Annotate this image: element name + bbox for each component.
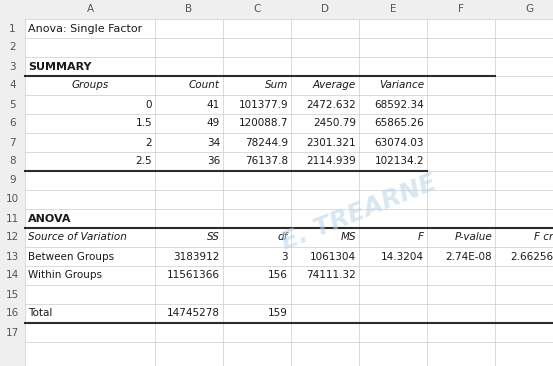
Text: 12: 12 <box>6 232 19 243</box>
Text: Within Groups: Within Groups <box>28 270 102 280</box>
Text: 74111.32: 74111.32 <box>306 270 356 280</box>
Text: 41: 41 <box>207 100 220 109</box>
Text: 4: 4 <box>9 81 16 90</box>
Text: D: D <box>321 4 329 15</box>
Text: 3: 3 <box>281 251 288 261</box>
Text: 65865.26: 65865.26 <box>374 119 424 128</box>
Text: 120088.7: 120088.7 <box>238 119 288 128</box>
Text: 34: 34 <box>207 138 220 147</box>
Text: 76137.8: 76137.8 <box>245 157 288 167</box>
Text: 16: 16 <box>6 309 19 318</box>
Text: F: F <box>418 232 424 243</box>
Text: Groups: Groups <box>71 81 108 90</box>
Text: E. TREARNE: E. TREARNE <box>278 170 441 254</box>
Text: 5: 5 <box>9 100 16 109</box>
Text: Anova: Single Factor: Anova: Single Factor <box>28 23 142 34</box>
Text: 9: 9 <box>9 176 16 186</box>
Text: 2.662569: 2.662569 <box>510 251 553 261</box>
Text: df: df <box>278 232 288 243</box>
Text: A: A <box>86 4 93 15</box>
Text: 13: 13 <box>6 251 19 261</box>
Text: 2.74E-08: 2.74E-08 <box>445 251 492 261</box>
Text: MS: MS <box>341 232 356 243</box>
Text: SS: SS <box>207 232 220 243</box>
Text: 159: 159 <box>268 309 288 318</box>
Text: Between Groups: Between Groups <box>28 251 114 261</box>
Text: B: B <box>185 4 192 15</box>
Text: 2472.632: 2472.632 <box>306 100 356 109</box>
Text: Variance: Variance <box>379 81 424 90</box>
Text: 2114.939: 2114.939 <box>306 157 356 167</box>
Text: 102134.2: 102134.2 <box>374 157 424 167</box>
Text: Total: Total <box>28 309 53 318</box>
Text: G: G <box>525 4 533 15</box>
Text: P-value: P-value <box>454 232 492 243</box>
Text: 0: 0 <box>145 100 152 109</box>
Text: F: F <box>458 4 464 15</box>
Text: 2301.321: 2301.321 <box>306 138 356 147</box>
Text: 14.3204: 14.3204 <box>381 251 424 261</box>
Text: 6: 6 <box>9 119 16 128</box>
Text: E: E <box>390 4 397 15</box>
Text: 2: 2 <box>9 42 16 52</box>
Text: 78244.9: 78244.9 <box>245 138 288 147</box>
Bar <box>0 0 553 19</box>
Text: 3183912: 3183912 <box>174 251 220 261</box>
Text: 10: 10 <box>6 194 19 205</box>
Text: 63074.03: 63074.03 <box>374 138 424 147</box>
Text: Sum: Sum <box>265 81 288 90</box>
Text: 14: 14 <box>6 270 19 280</box>
Text: 17: 17 <box>6 328 19 337</box>
Text: Average: Average <box>313 81 356 90</box>
Text: ANOVA: ANOVA <box>28 213 71 224</box>
Text: SUMMARY: SUMMARY <box>28 61 91 71</box>
Text: 156: 156 <box>268 270 288 280</box>
Text: 7: 7 <box>9 138 16 147</box>
Text: Count: Count <box>189 81 220 90</box>
Text: 14745278: 14745278 <box>167 309 220 318</box>
Text: Source of Variation: Source of Variation <box>28 232 127 243</box>
Text: 36: 36 <box>207 157 220 167</box>
Text: 2: 2 <box>145 138 152 147</box>
Text: F crit: F crit <box>534 232 553 243</box>
Text: 1: 1 <box>9 23 16 34</box>
Text: 2.5: 2.5 <box>135 157 152 167</box>
Text: 3: 3 <box>9 61 16 71</box>
Text: C: C <box>253 4 260 15</box>
Text: 49: 49 <box>207 119 220 128</box>
Text: 11561366: 11561366 <box>167 270 220 280</box>
Text: 11: 11 <box>6 213 19 224</box>
Bar <box>0 0 25 366</box>
Text: 1061304: 1061304 <box>310 251 356 261</box>
Text: 68592.34: 68592.34 <box>374 100 424 109</box>
Text: 2450.79: 2450.79 <box>313 119 356 128</box>
Text: 15: 15 <box>6 290 19 299</box>
Text: 101377.9: 101377.9 <box>238 100 288 109</box>
Text: 8: 8 <box>9 157 16 167</box>
Text: 1.5: 1.5 <box>135 119 152 128</box>
